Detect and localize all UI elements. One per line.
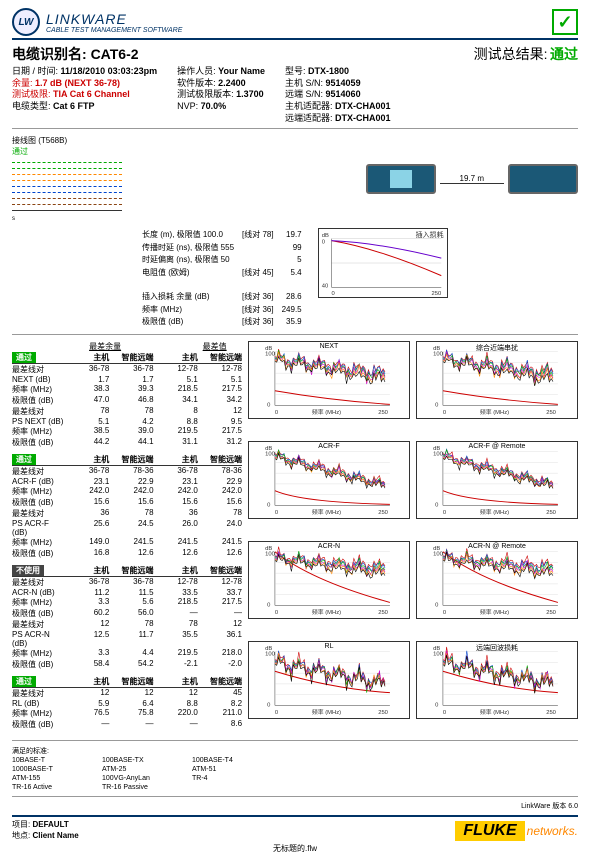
overall-result: 测试总结果: 通过 [474, 44, 578, 64]
svg-text:频率 (MHz): 频率 (MHz) [480, 608, 509, 616]
project-info: 项目: DEFAULT 地点: Client Name [12, 819, 79, 841]
chart--: 综合近端串扰dB10000250频率 (MHz) [416, 341, 578, 419]
svg-text:40: 40 [321, 284, 327, 290]
svg-text:100: 100 [433, 552, 443, 558]
svg-text:250: 250 [378, 410, 388, 416]
filename: 无标题的.flw [12, 843, 578, 854]
svg-text:频率 (MHz): 频率 (MHz) [480, 508, 509, 516]
fluke-logo: FLUKE networks. [455, 821, 578, 841]
svg-text:250: 250 [431, 291, 441, 297]
svg-text:频率 (MHz): 频率 (MHz) [312, 608, 341, 616]
svg-text:0: 0 [275, 410, 279, 416]
svg-text:100: 100 [265, 652, 275, 658]
tester-diagram: 19.7 m [132, 164, 578, 194]
chart-acr-f: ACR-FdB10000250频率 (MHz) [248, 441, 410, 519]
svg-text:250: 250 [546, 410, 556, 416]
chart-acr-f-remote: ACR-F @ RemotedB10000250频率 (MHz) [416, 441, 578, 519]
svg-text:250: 250 [546, 510, 556, 516]
cable-id: 电缆识别名: CAT6-2 [12, 44, 139, 64]
chart-acr-n: ACR-NdB10000250频率 (MHz) [248, 541, 410, 619]
svg-text:0: 0 [443, 710, 447, 716]
svg-text:0: 0 [331, 291, 334, 297]
metadata-block: 日期 / 时间: 11/18/2010 03:03:23pm 余量: 1.7 d… [12, 66, 578, 124]
svg-text:频率 (MHz): 频率 (MHz) [480, 408, 509, 416]
svg-text:0: 0 [435, 502, 439, 508]
wiremap-block: 接线图 (T568B) 通过 s [12, 135, 132, 222]
svg-text:250: 250 [378, 510, 388, 516]
svg-text:0: 0 [435, 402, 439, 408]
svg-text:250: 250 [378, 710, 388, 716]
linkware-logo: LW LINKWARE CABLE TEST MANAGEMENT SOFTWA… [12, 8, 182, 36]
insertion-loss-chart: 插入损耗 dB 0 40 0 250 [318, 228, 448, 298]
svg-text:100: 100 [433, 652, 443, 658]
chart-next: NEXTdB10000250频率 (MHz) [248, 341, 410, 419]
svg-text:频率 (MHz): 频率 (MHz) [312, 708, 341, 716]
svg-text:0: 0 [321, 240, 324, 246]
svg-text:0: 0 [267, 402, 271, 408]
pass-checkmark-icon: ✓ [552, 9, 578, 35]
svg-text:250: 250 [546, 710, 556, 716]
svg-text:dB: dB [321, 233, 328, 239]
svg-text:0: 0 [267, 703, 271, 709]
length-measurements: 长度 (m), 极限值 100.0[线对 78]19.7传播时延 (ns), 极… [140, 228, 310, 329]
svg-text:0: 0 [443, 410, 447, 416]
svg-text:频率 (MHz): 频率 (MHz) [312, 408, 341, 416]
svg-text:频率 (MHz): 频率 (MHz) [312, 508, 341, 516]
svg-text:0: 0 [435, 602, 439, 608]
chart-rl: RLdB10000250频率 (MHz) [248, 641, 410, 719]
svg-text:0: 0 [443, 610, 447, 616]
svg-text:0: 0 [435, 703, 439, 709]
charts-grid: NEXTdB10000250频率 (MHz)综合近端串扰dB10000250频率… [248, 341, 578, 736]
svg-text:0: 0 [267, 602, 271, 608]
sw-version-note: LinkWare 版本 6.0 [521, 801, 578, 811]
svg-text:100: 100 [433, 451, 443, 457]
chart--: 远端回波损耗dB10000250频率 (MHz) [416, 641, 578, 719]
svg-text:频率 (MHz): 频率 (MHz) [480, 708, 509, 716]
svg-text:0: 0 [275, 510, 279, 516]
svg-text:0: 0 [443, 510, 447, 516]
svg-text:100: 100 [265, 552, 275, 558]
chart-acr-n-remote: ACR-N @ RemotedB10000250频率 (MHz) [416, 541, 578, 619]
data-tables: 最差余量最差值通过主机智能远端主机智能远端最差线对36-7836-7812-78… [12, 341, 242, 736]
svg-text:100: 100 [265, 451, 275, 457]
svg-text:0: 0 [275, 610, 279, 616]
svg-text:0: 0 [275, 710, 279, 716]
compliance-standards: 满足的标准: 10BASE-T100BASE-TX100BASE-T41000B… [12, 747, 578, 792]
svg-text:0: 0 [267, 502, 271, 508]
svg-text:100: 100 [265, 351, 275, 357]
svg-text:250: 250 [546, 610, 556, 616]
svg-text:250: 250 [378, 610, 388, 616]
svg-text:100: 100 [433, 351, 443, 357]
